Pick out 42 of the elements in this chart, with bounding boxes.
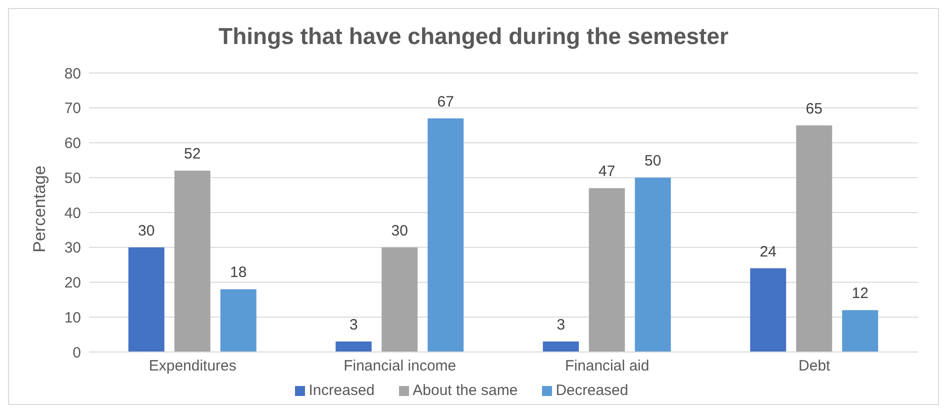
y-tick-label: 70 (64, 100, 81, 118)
bar (428, 118, 464, 352)
data-label: 30 (138, 222, 155, 240)
bar (382, 247, 418, 352)
legend-label: About the same (412, 382, 518, 399)
data-label: 65 (806, 100, 822, 118)
y-tick-label: 40 (64, 204, 81, 222)
data-label: 24 (760, 243, 776, 260)
bar (174, 170, 210, 352)
data-label: 47 (598, 163, 616, 180)
bar (842, 310, 878, 352)
y-tick-label: 80 (64, 65, 81, 82)
x-tick-label: Financial aid (565, 358, 650, 375)
bar (336, 342, 372, 352)
data-label: 3 (349, 316, 358, 334)
bar (220, 289, 256, 352)
legend-label: Decreased (556, 382, 628, 399)
x-tick-label: Expenditures (148, 358, 236, 375)
bar (634, 178, 671, 352)
x-tick-label: Financial income (344, 358, 456, 375)
data-label: 18 (230, 264, 247, 282)
y-tick-label: 0 (72, 344, 81, 362)
data-label: 3 (556, 316, 566, 334)
data-label: 67 (437, 93, 454, 110)
data-label: 52 (184, 146, 201, 163)
bar (128, 247, 164, 352)
data-label: 12 (852, 285, 868, 302)
data-label: 50 (644, 152, 662, 170)
y-tick-label: 10 (64, 309, 81, 326)
data-label: 30 (391, 222, 408, 240)
x-tick-label: Debt (798, 358, 832, 375)
chart-title: Things that have changed during the semester (218, 22, 730, 51)
bar (588, 188, 625, 352)
y-axis-title: Percentage (30, 166, 50, 252)
bar (796, 125, 832, 352)
legend-label: Increased (308, 382, 375, 399)
bar (542, 342, 579, 352)
bar (750, 268, 786, 352)
y-tick-label: 50 (64, 170, 81, 187)
y-tick-label: 20 (64, 274, 81, 292)
y-tick-label: 60 (64, 135, 81, 152)
y-tick-label: 30 (64, 240, 81, 257)
